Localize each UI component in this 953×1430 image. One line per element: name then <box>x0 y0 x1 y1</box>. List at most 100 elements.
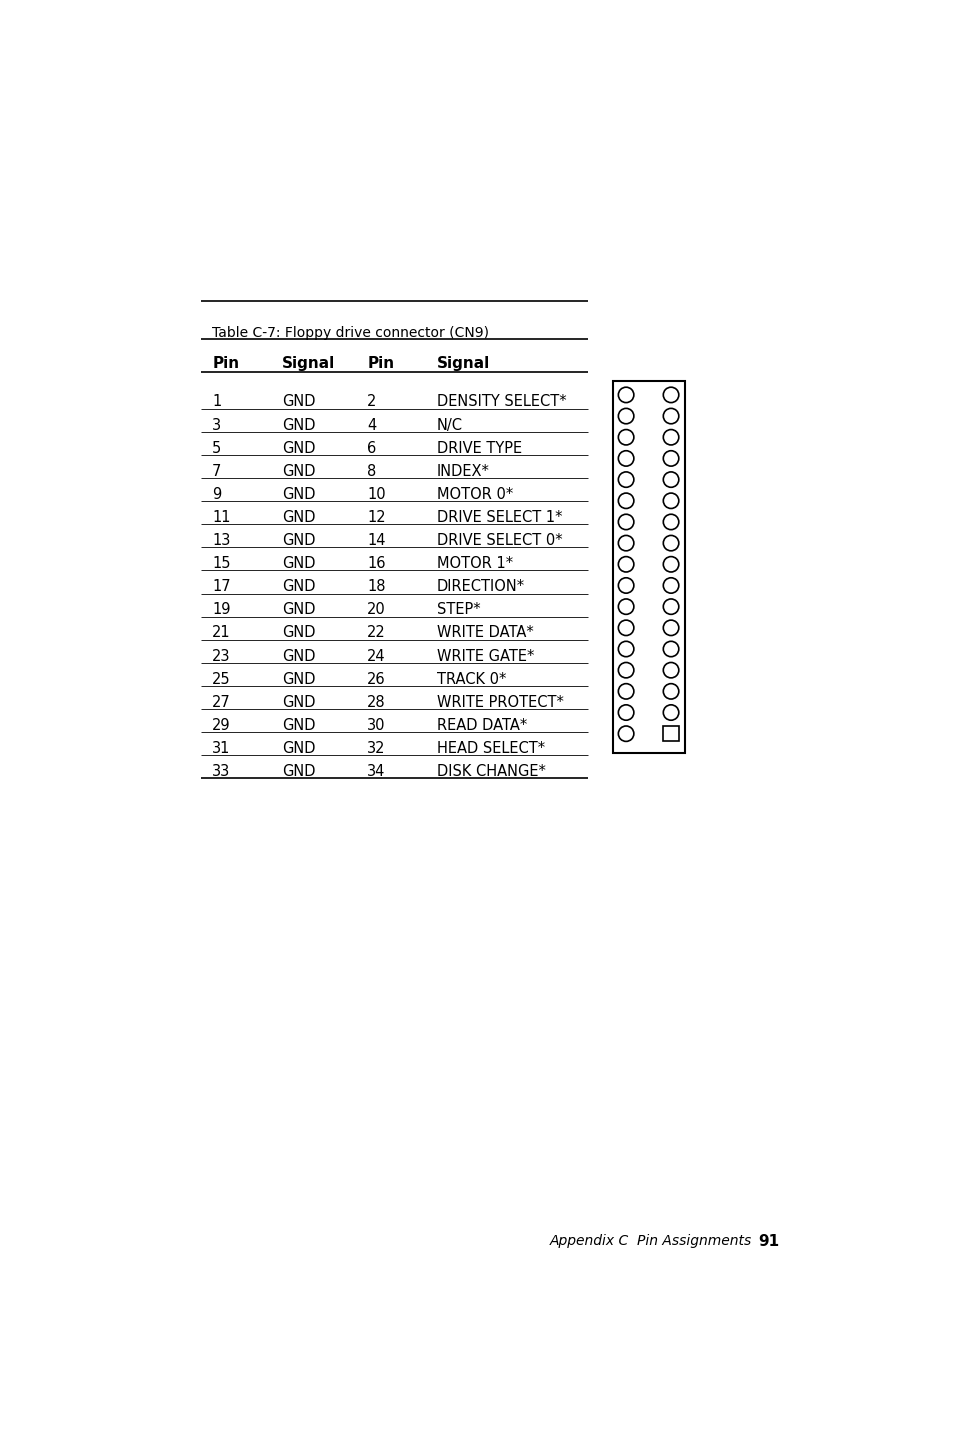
Text: 20: 20 <box>367 602 386 618</box>
Text: 4: 4 <box>367 418 376 432</box>
Text: GND: GND <box>282 672 315 686</box>
Text: GND: GND <box>282 418 315 432</box>
Text: DISK CHANGE*: DISK CHANGE* <box>436 764 545 779</box>
Text: 16: 16 <box>367 556 385 571</box>
Circle shape <box>618 621 633 635</box>
Circle shape <box>662 684 679 699</box>
Circle shape <box>618 535 633 551</box>
Text: MOTOR 1*: MOTOR 1* <box>436 556 513 571</box>
Bar <box>662 726 679 741</box>
Circle shape <box>662 388 679 403</box>
Text: GND: GND <box>282 602 315 618</box>
Text: 19: 19 <box>212 602 231 618</box>
Text: GND: GND <box>282 556 315 571</box>
Text: GND: GND <box>282 511 315 525</box>
Circle shape <box>618 705 633 721</box>
Text: GND: GND <box>282 440 315 456</box>
Text: HEAD SELECT*: HEAD SELECT* <box>436 741 544 756</box>
Text: DENSITY SELECT*: DENSITY SELECT* <box>436 395 566 409</box>
Text: Table C-7: Floppy drive connector (CN9): Table C-7: Floppy drive connector (CN9) <box>212 326 489 339</box>
Text: GND: GND <box>282 741 315 756</box>
Text: 23: 23 <box>212 649 231 664</box>
Text: 28: 28 <box>367 695 385 709</box>
Text: Pin: Pin <box>367 356 394 372</box>
Circle shape <box>618 409 633 423</box>
Circle shape <box>618 388 633 403</box>
Text: 27: 27 <box>212 695 231 709</box>
Text: 6: 6 <box>367 440 376 456</box>
Circle shape <box>662 515 679 529</box>
Text: 34: 34 <box>367 764 385 779</box>
Text: 29: 29 <box>212 718 231 732</box>
Circle shape <box>618 429 633 445</box>
Text: 30: 30 <box>367 718 385 732</box>
Circle shape <box>662 599 679 615</box>
Text: GND: GND <box>282 649 315 664</box>
Circle shape <box>662 450 679 466</box>
Circle shape <box>618 599 633 615</box>
Circle shape <box>618 556 633 572</box>
Circle shape <box>662 472 679 488</box>
Text: GND: GND <box>282 463 315 479</box>
Circle shape <box>662 578 679 593</box>
Text: GND: GND <box>282 533 315 548</box>
Text: 11: 11 <box>212 511 231 525</box>
Circle shape <box>662 409 679 423</box>
Circle shape <box>662 705 679 721</box>
Circle shape <box>662 556 679 572</box>
Text: 24: 24 <box>367 649 385 664</box>
Circle shape <box>618 450 633 466</box>
Text: DRIVE SELECT 1*: DRIVE SELECT 1* <box>436 511 562 525</box>
Text: GND: GND <box>282 718 315 732</box>
Text: 25: 25 <box>212 672 231 686</box>
Text: GND: GND <box>282 395 315 409</box>
Text: GND: GND <box>282 625 315 641</box>
Circle shape <box>618 472 633 488</box>
Circle shape <box>662 493 679 509</box>
Circle shape <box>618 726 633 741</box>
Text: WRITE GATE*: WRITE GATE* <box>436 649 534 664</box>
Text: 15: 15 <box>212 556 231 571</box>
Text: 91: 91 <box>758 1234 779 1250</box>
Text: 3: 3 <box>212 418 221 432</box>
Circle shape <box>662 535 679 551</box>
Text: 13: 13 <box>212 533 231 548</box>
Text: Signal: Signal <box>282 356 335 372</box>
Text: 31: 31 <box>212 741 231 756</box>
Text: 8: 8 <box>367 463 376 479</box>
Circle shape <box>618 515 633 529</box>
Text: WRITE PROTECT*: WRITE PROTECT* <box>436 695 563 709</box>
Text: 22: 22 <box>367 625 386 641</box>
Text: 33: 33 <box>212 764 231 779</box>
Text: N/C: N/C <box>436 418 462 432</box>
Text: DRIVE TYPE: DRIVE TYPE <box>436 440 521 456</box>
Circle shape <box>618 493 633 509</box>
Text: STEP*: STEP* <box>436 602 480 618</box>
Text: 9: 9 <box>212 486 221 502</box>
Text: 14: 14 <box>367 533 385 548</box>
Circle shape <box>662 641 679 656</box>
Circle shape <box>662 429 679 445</box>
Text: 7: 7 <box>212 463 221 479</box>
Text: 17: 17 <box>212 579 231 595</box>
Circle shape <box>618 684 633 699</box>
Text: READ DATA*: READ DATA* <box>436 718 527 732</box>
Text: INDEX*: INDEX* <box>436 463 489 479</box>
Text: Signal: Signal <box>436 356 490 372</box>
Text: 10: 10 <box>367 486 385 502</box>
Circle shape <box>662 662 679 678</box>
Circle shape <box>618 578 633 593</box>
Bar <box>612 380 684 754</box>
Text: 18: 18 <box>367 579 385 595</box>
Text: 21: 21 <box>212 625 231 641</box>
Text: GND: GND <box>282 695 315 709</box>
Text: 2: 2 <box>367 395 376 409</box>
Text: GND: GND <box>282 579 315 595</box>
Text: DRIVE SELECT 0*: DRIVE SELECT 0* <box>436 533 562 548</box>
Text: Appendix C  Pin Assignments: Appendix C Pin Assignments <box>549 1234 751 1248</box>
Text: 12: 12 <box>367 511 385 525</box>
Text: WRITE DATA*: WRITE DATA* <box>436 625 533 641</box>
Text: GND: GND <box>282 764 315 779</box>
Text: 5: 5 <box>212 440 221 456</box>
Text: GND: GND <box>282 486 315 502</box>
